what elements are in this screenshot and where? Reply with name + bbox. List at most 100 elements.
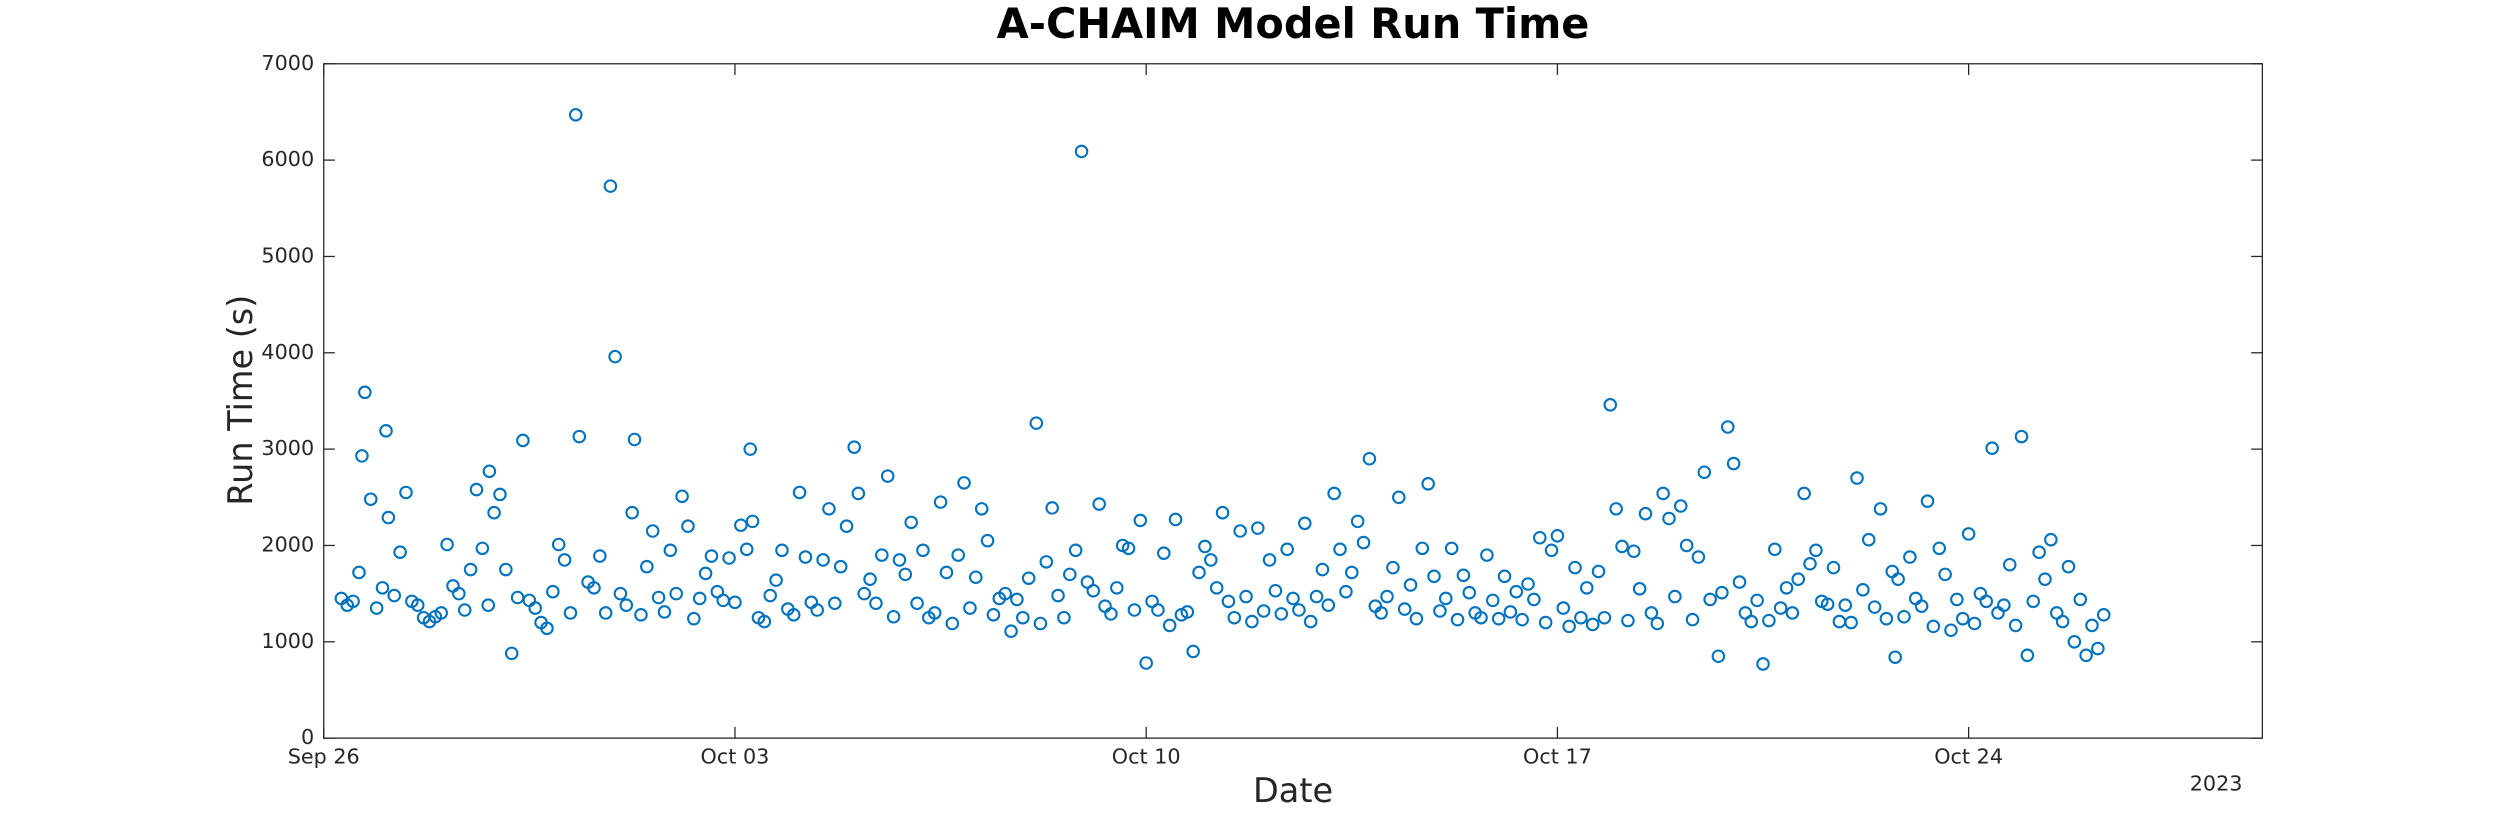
scatter-point: [1574, 610, 1588, 625]
scatter-point: [2026, 594, 2041, 609]
scatter-point: [2079, 648, 2093, 663]
scatter-point: [1779, 581, 1794, 595]
x-axis-year: 2023: [2190, 771, 2243, 795]
scatter-point: [1961, 527, 1976, 541]
x-tick-label: Oct 10: [1112, 744, 1181, 768]
scatter-point: [1209, 581, 1224, 595]
scatter-point: [1715, 585, 1729, 600]
scatter-point: [627, 432, 642, 447]
x-axis-label: Date: [1253, 771, 1333, 810]
scatter-point: [598, 606, 613, 620]
scatter-point: [463, 562, 478, 577]
scatter-point: [1309, 589, 1324, 604]
scatter-point: [1068, 543, 1083, 558]
scatter-point: [1086, 583, 1101, 598]
scatter-point: [998, 586, 1012, 601]
scatter-point: [2055, 614, 2070, 629]
scatter-point: [1533, 530, 1547, 545]
scatter-point: [1221, 594, 1236, 609]
scatter-point: [1251, 521, 1265, 535]
x-tick-label: Sep 26: [288, 744, 360, 768]
scatter-point: [1562, 619, 1576, 634]
scatter-point: [763, 588, 777, 603]
scatter-point: [1386, 560, 1400, 575]
scatter-point: [2061, 559, 2076, 574]
scatter-point: [939, 565, 954, 580]
scatter-point: [1932, 541, 1947, 556]
scatter-point: [457, 603, 472, 617]
scatter-point: [1350, 514, 1365, 529]
scatter-point: [1744, 614, 1759, 629]
scatter-point: [1944, 623, 1958, 638]
scatter-point: [1456, 568, 1471, 583]
scatter-point: [1903, 550, 1917, 564]
scatter-point: [1074, 144, 1089, 159]
scatter-point: [1057, 610, 1071, 625]
scatter-point: [863, 572, 877, 586]
scatter-point: [546, 584, 560, 599]
scatter-point: [1597, 610, 1612, 625]
scatter-point: [1292, 603, 1306, 617]
scatter-point: [957, 476, 971, 490]
scatter-point: [510, 590, 525, 605]
scatter-point: [1662, 511, 1676, 526]
scatter-point: [1127, 603, 1142, 617]
scatter-point: [587, 581, 601, 595]
scatter-point: [1198, 539, 1212, 554]
scatter-point: [1585, 617, 1600, 632]
scatter-point: [1315, 562, 1330, 577]
scatter-point: [1579, 581, 1594, 595]
scatter-point: [540, 621, 554, 636]
scatter-point: [839, 519, 854, 533]
scatter-point: [2020, 648, 2035, 663]
scatter-point: [963, 601, 977, 615]
scatter-point: [1444, 541, 1459, 556]
scatter-point: [986, 608, 1001, 622]
scatter-point: [1656, 486, 1670, 501]
scatter-point: [1192, 565, 1206, 580]
scatter-point: [1016, 610, 1030, 625]
scatter-point: [1421, 477, 1435, 491]
scatter-point: [681, 519, 695, 533]
scatter-point: [804, 595, 819, 610]
scatter-point: [687, 611, 701, 626]
scatter-point: [1392, 490, 1406, 505]
scatter-point: [1697, 465, 1712, 480]
scatter-point: [1339, 584, 1353, 599]
scatter-point: [1950, 592, 1964, 607]
scatter-point: [551, 537, 566, 552]
scatter-point: [745, 514, 760, 529]
scatter-point: [1157, 546, 1171, 560]
scatter-point: [2096, 608, 2111, 622]
scatter-point: [1233, 524, 1247, 538]
axes-box: [323, 63, 2263, 739]
scatter-point: [951, 548, 965, 562]
scatter-point: [1168, 512, 1183, 527]
scatter-point: [619, 598, 634, 612]
scatter-point: [1439, 591, 1453, 606]
scatter-point: [434, 606, 449, 620]
scatter-point: [1045, 501, 1059, 515]
scatter-point: [603, 179, 618, 193]
scatter-point: [2085, 618, 2099, 633]
scatter-point: [1262, 553, 1277, 567]
scatter-point: [2038, 572, 2052, 586]
scatter-point: [1844, 615, 1858, 630]
scatter-point: [2067, 635, 2082, 649]
y-tick-label: 0: [301, 725, 314, 749]
scatter-point: [2008, 618, 2023, 633]
scatter-point: [2014, 429, 2029, 444]
scatter-point: [1979, 594, 1994, 609]
scatter-point: [1838, 598, 1853, 612]
scatter-point: [1720, 420, 1735, 434]
scatter-point: [886, 609, 901, 624]
scatter-point: [1215, 505, 1230, 520]
scatter-point: [1268, 583, 1283, 598]
x-tick-label: Oct 24: [1934, 744, 2003, 768]
scatter-point: [1092, 497, 1106, 511]
scatter-point: [1809, 543, 1823, 558]
scatter-point: [1356, 535, 1371, 550]
scatter-point: [916, 543, 930, 558]
scatter-point: [2032, 545, 2046, 559]
scatter-point: [1110, 581, 1124, 595]
